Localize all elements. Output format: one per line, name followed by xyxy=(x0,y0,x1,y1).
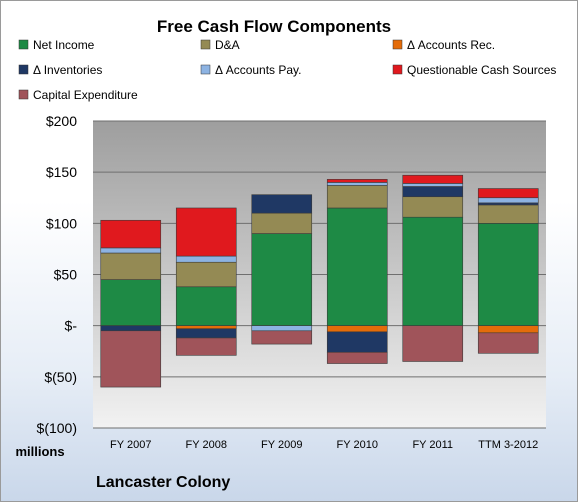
legend-swatch xyxy=(392,64,403,75)
bar-questionable-cash-sources xyxy=(402,174,464,184)
bar-danda xyxy=(251,212,313,234)
bar-net-income xyxy=(402,216,464,326)
bar-delta-inventories xyxy=(326,331,388,353)
legend-label: Capital Expenditure xyxy=(33,88,138,102)
legend-swatch xyxy=(200,64,211,75)
bar-delta-inventories xyxy=(100,325,162,332)
bar-delta-inventories xyxy=(175,328,237,339)
legend-label: Questionable Cash Sources xyxy=(407,63,556,77)
legend-item-delta-inventories: Δ Inventories xyxy=(18,63,102,77)
bar-capital-expenditure xyxy=(100,330,162,388)
legend-item-delta-accounts-rec: Δ Accounts Rec. xyxy=(392,38,495,52)
bar-delta-accounts-pay xyxy=(402,183,464,187)
legend-swatch xyxy=(392,39,403,50)
bar-delta-accounts-pay xyxy=(175,255,237,263)
legend-swatch xyxy=(200,39,211,50)
bar-capital-expenditure xyxy=(477,332,539,354)
bar-danda xyxy=(402,196,464,218)
bar-delta-accounts-pay xyxy=(251,325,313,332)
legend-swatch xyxy=(18,89,29,100)
y-tick-label: $(100) xyxy=(37,420,77,436)
bar-delta-accounts-rec xyxy=(175,325,237,330)
bar-danda xyxy=(100,252,162,280)
legend-item-danda: D&A xyxy=(200,38,240,52)
gridlines xyxy=(93,120,546,429)
bar-questionable-cash-sources xyxy=(100,219,162,249)
footer-label: Lancaster Colony xyxy=(96,474,230,491)
legend-item-capital-expenditure: Capital Expenditure xyxy=(18,88,138,102)
x-tick-label: FY 2009 xyxy=(261,439,302,451)
bar-danda xyxy=(477,204,539,224)
bar-net-income xyxy=(477,223,539,326)
y-tick-label: $100 xyxy=(46,215,77,231)
unit-label: millions xyxy=(15,444,64,459)
bar-delta-accounts-rec xyxy=(477,325,539,334)
bar-capital-expenditure xyxy=(175,337,237,356)
y-tick-label: $- xyxy=(65,318,78,334)
legend-label: Net Income xyxy=(33,38,95,52)
bar-questionable-cash-sources xyxy=(477,188,539,199)
legend-label: Δ Inventories xyxy=(33,63,102,77)
bar-net-income xyxy=(175,286,237,326)
y-tick-label: $(50) xyxy=(44,369,77,385)
x-tick-label: TTM 3-2012 xyxy=(478,439,538,451)
x-tick-label: FY 2007 xyxy=(110,439,151,451)
chart-title: Free Cash Flow Components xyxy=(157,17,391,36)
legend-item-questionable-cash-sources: Questionable Cash Sources xyxy=(392,63,556,77)
bar-capital-expenditure xyxy=(402,325,464,362)
y-tick-label: $150 xyxy=(46,164,77,180)
y-tick-label: $50 xyxy=(54,267,78,283)
bar-danda xyxy=(326,185,388,209)
legend-swatch xyxy=(18,39,29,50)
bar-delta-inventories xyxy=(477,202,539,206)
bar-delta-accounts-pay xyxy=(477,197,539,204)
legend-item-net-income: Net Income xyxy=(18,38,95,52)
legend-label: D&A xyxy=(215,38,240,52)
bar-net-income xyxy=(251,233,313,326)
bar-delta-accounts-pay xyxy=(100,247,162,254)
bar-delta-accounts-rec xyxy=(326,325,388,333)
bar-delta-inventories xyxy=(402,186,464,198)
x-axis-ticks: FY 2007 FY 2008 FY 2009 FY 2010 FY 2011 TTM 3… xyxy=(110,439,538,451)
bar-danda xyxy=(175,261,237,288)
legend-label: Δ Accounts Pay. xyxy=(215,63,302,77)
legend-item-delta-accounts-pay: Δ Accounts Pay. xyxy=(200,63,302,77)
bar-delta-accounts-pay xyxy=(326,182,388,186)
legend-label: Δ Accounts Rec. xyxy=(407,38,495,52)
x-tick-label: FY 2011 xyxy=(412,439,453,451)
legend-swatch xyxy=(18,64,29,75)
bar-net-income xyxy=(326,207,388,326)
legend: Net Income D&A Δ Accounts Rec. Δ Inventorie… xyxy=(18,38,556,102)
bar-capital-expenditure xyxy=(326,351,388,364)
bars xyxy=(100,174,539,388)
y-axis-ticks: $200 $150 $100 $50 $- $(50) $(100) xyxy=(37,113,78,436)
x-tick-label: FY 2010 xyxy=(337,439,378,451)
bar-delta-inventories xyxy=(251,194,313,214)
bar-questionable-cash-sources xyxy=(326,179,388,183)
bar-net-income xyxy=(100,279,162,326)
x-tick-label: FY 2008 xyxy=(186,439,227,451)
y-tick-label: $200 xyxy=(46,113,77,129)
bar-capital-expenditure xyxy=(251,330,313,345)
bar-questionable-cash-sources xyxy=(175,207,237,257)
